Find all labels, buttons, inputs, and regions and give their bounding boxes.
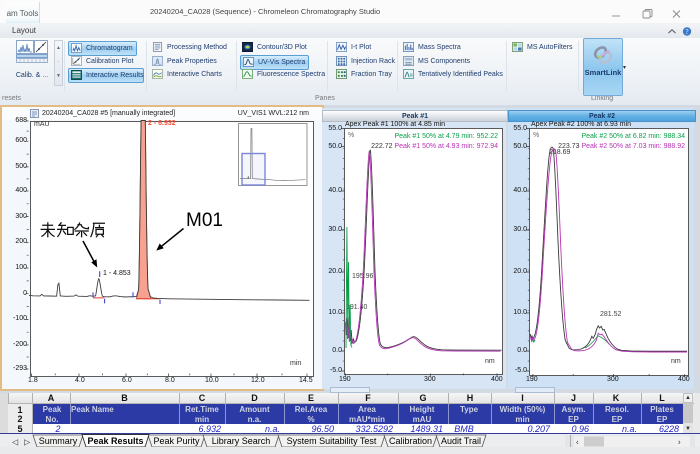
svg-text:?: ? xyxy=(685,28,688,36)
svg-text:Summary: Summary xyxy=(39,436,78,446)
svg-text:▷: ▷ xyxy=(24,438,31,447)
svg-text:Calibration: Calibration xyxy=(389,436,432,446)
svg-text:Peak Results: Peak Results xyxy=(87,436,143,446)
svg-text:‹: ‹ xyxy=(576,438,579,447)
svg-text:›: › xyxy=(678,438,681,447)
svg-text:System Suitability Test: System Suitability Test xyxy=(287,436,377,446)
svg-text:Peak Purity: Peak Purity xyxy=(153,436,200,446)
svg-text:◁: ◁ xyxy=(12,438,19,447)
svg-text:Audit Trail: Audit Trail xyxy=(441,436,481,446)
svg-text:Library Search: Library Search xyxy=(212,436,271,446)
